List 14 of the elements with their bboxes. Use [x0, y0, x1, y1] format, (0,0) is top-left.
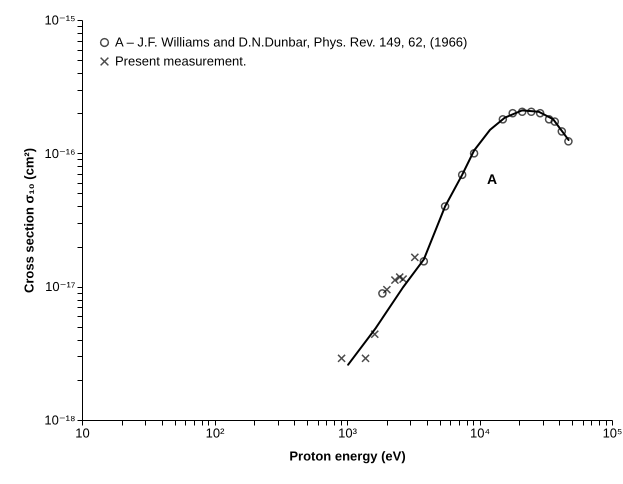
y-tick-label: 10⁻¹⁸: [44, 412, 76, 428]
x-axis-title: Proton energy (eV): [289, 448, 406, 464]
y-tick-label: 10⁻¹⁶: [44, 146, 76, 161]
annotation: A: [487, 171, 498, 187]
x-tick-label: 10²: [206, 426, 226, 440]
y-axis-title: Cross section σ₁₀ (cm²): [21, 148, 36, 294]
y-tick-label: 10⁻¹⁷: [45, 279, 76, 294]
x-tick-label: 10: [75, 426, 90, 440]
legend-label: A – J.F. Williams and D.N.Dunbar, Phys. Rev. 149, 62, (1966): [115, 34, 468, 50]
x-tick-label: 10³: [338, 426, 358, 440]
y-tick-label: 10⁻¹⁵: [44, 12, 76, 28]
legend-label: Present measurement.: [115, 54, 247, 68]
x-tick-label: 10⁴: [470, 426, 490, 440]
x-tick-label: 10⁵: [602, 426, 622, 440]
